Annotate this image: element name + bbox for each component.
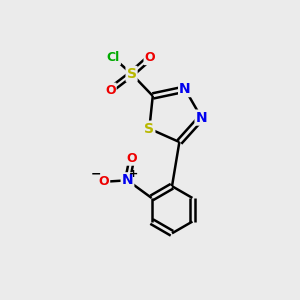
Text: S: S bbox=[127, 67, 136, 81]
Text: O: O bbox=[105, 84, 116, 97]
Text: O: O bbox=[127, 152, 137, 165]
Text: O: O bbox=[99, 175, 109, 188]
Text: +: + bbox=[129, 169, 139, 179]
Text: N: N bbox=[196, 111, 207, 124]
Text: O: O bbox=[145, 51, 155, 64]
Text: S: S bbox=[144, 122, 154, 136]
Text: N: N bbox=[122, 173, 133, 187]
Text: N: N bbox=[179, 82, 191, 96]
Text: −: − bbox=[90, 168, 101, 181]
Text: Cl: Cl bbox=[107, 51, 120, 64]
